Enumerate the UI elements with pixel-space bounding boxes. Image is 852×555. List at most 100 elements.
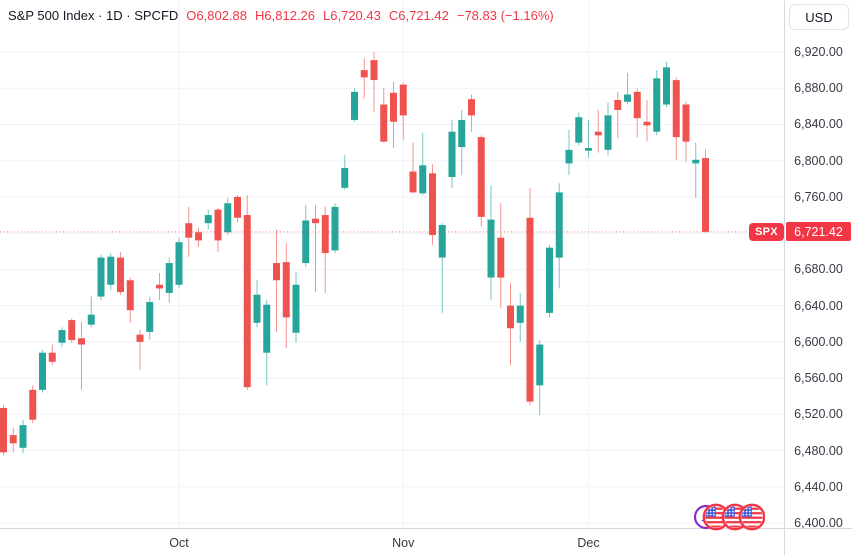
ohlc-high: H6,812.26: [255, 8, 316, 23]
candle-body: [370, 60, 378, 81]
candle-body: [273, 263, 280, 281]
price-tick-label: 6,840.00: [794, 117, 843, 132]
price-change: −78.83 (−1.16%): [456, 8, 554, 23]
candle-body: [487, 219, 495, 278]
candle-body: [0, 407, 7, 453]
candle-body: [624, 94, 631, 102]
last-price-axis-label: 6,721.42: [786, 222, 851, 242]
candle-body: [9, 435, 17, 444]
candle-body: [68, 320, 76, 341]
price-tick-label: 6,520.00: [794, 407, 843, 422]
candle-body: [282, 262, 290, 318]
candle-body: [146, 301, 154, 332]
candle-body: [165, 263, 173, 293]
candle-body: [234, 196, 241, 218]
candle-body: [195, 232, 202, 241]
candle-body: [39, 352, 46, 390]
candle-body: [204, 215, 212, 224]
candle-body: [594, 131, 602, 136]
candle-body: [175, 242, 183, 285]
candle-body: [156, 284, 163, 289]
candle-body: [526, 217, 534, 402]
time-tick-label: Dec: [577, 536, 600, 550]
candle-body: [321, 215, 329, 254]
candle-body: [390, 92, 397, 122]
candle-body: [87, 314, 95, 325]
candle-body: [360, 70, 368, 78]
time-tick-label: Nov: [392, 536, 415, 550]
candle-body: [78, 338, 85, 345]
ohlc-low: L6,720.43: [323, 8, 381, 23]
candle-body: [351, 91, 358, 120]
candle-body: [312, 218, 319, 224]
ohlc-open: O6,802.88: [186, 8, 248, 23]
price-tick-label: 6,400.00: [794, 516, 843, 530]
candle-body: [468, 99, 475, 116]
price-tick-label: 6,920.00: [794, 45, 843, 59]
candle-body: [604, 115, 612, 150]
candle-body: [185, 223, 193, 238]
price-tick-label: 6,640.00: [794, 298, 843, 313]
candle-body: [224, 203, 232, 233]
candle-body: [507, 305, 514, 329]
candle-body: [117, 257, 124, 293]
ohlc-close: C6,721.42: [388, 8, 449, 23]
time-axis[interactable]: Oct Nov Dec: [0, 528, 852, 555]
candle-body: [302, 220, 310, 264]
candle-body: [497, 237, 505, 278]
candle-body: [682, 104, 690, 142]
candle-body: [292, 284, 300, 333]
price-tick-label: 6,800.00: [794, 153, 843, 168]
currency-toggle-button[interactable]: USD: [789, 4, 849, 30]
candle-body: [19, 425, 27, 448]
candle-body: [536, 344, 544, 386]
candle-body: [409, 171, 417, 193]
symbol-title[interactable]: S&P 500 Index · 1D · SPCFD: [8, 8, 179, 23]
candle-body: [58, 330, 66, 343]
candle-body: [585, 148, 592, 151]
candle-body: [29, 389, 37, 420]
candle-body: [643, 121, 651, 126]
symbol-legend[interactable]: S&P 500 Index · 1D · SPCFD O6,802.88 H6,81…: [8, 8, 554, 24]
candle-body: [448, 131, 456, 177]
price-tick-label: 6,760.00: [794, 189, 843, 204]
candle-body: [243, 215, 251, 388]
price-tick-label: 6,880.00: [794, 81, 843, 96]
price-tick-label: 6,560.00: [794, 371, 843, 386]
candle-body: [253, 294, 261, 323]
candle-body: [663, 67, 670, 105]
candle-body: [516, 305, 524, 323]
candle-body: [546, 247, 553, 313]
candle-body: [419, 165, 427, 194]
time-tick-label: Oct: [169, 536, 189, 550]
candlestick-chart[interactable]: [0, 0, 784, 528]
us-flag-circle-icon: [740, 505, 764, 529]
candle-body: [458, 119, 466, 148]
symbol-badge-label: SPX: [755, 225, 778, 238]
candle-body: [263, 304, 271, 353]
candle-body: [399, 84, 407, 116]
price-tick-label: 6,600.00: [794, 334, 843, 349]
currency-label: USD: [805, 9, 833, 25]
candle-body: [331, 206, 339, 251]
candle-body: [429, 173, 436, 235]
candle-body: [48, 352, 56, 362]
price-tick-label: 6,440.00: [794, 479, 843, 494]
price-tick-label: 6,680.00: [794, 262, 843, 277]
candle-body: [653, 78, 661, 132]
candle-body: [692, 159, 700, 164]
price-axis-separator: [784, 0, 785, 555]
candle-body: [136, 334, 144, 342]
candle-body: [672, 80, 680, 138]
candle-body: [575, 117, 583, 143]
candlestick-plot[interactable]: [0, 0, 784, 528]
candle-body: [438, 225, 446, 258]
price-axis[interactable]: 6,920.00 6,880.00 6,840.00 6,800.00 6,760.00…: [785, 0, 852, 530]
candle-body: [702, 158, 709, 232]
candle-body: [341, 167, 349, 188]
candle-body: [477, 137, 485, 217]
candle-body: [380, 104, 388, 142]
candle-body: [565, 149, 573, 164]
candle-body: [126, 280, 134, 311]
symbol-logo-flags: [693, 500, 765, 534]
